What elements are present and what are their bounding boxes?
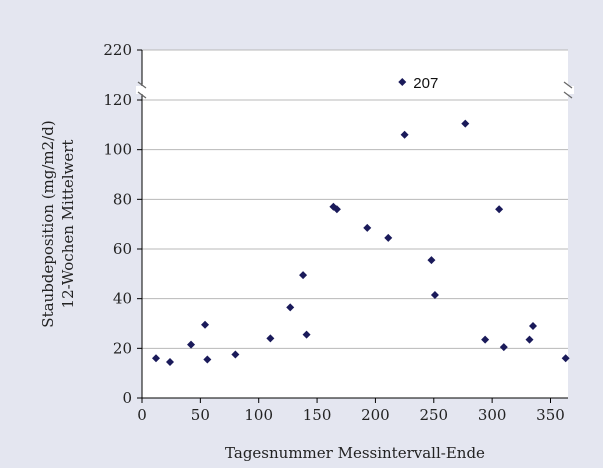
data-point-label: 207 bbox=[413, 75, 438, 92]
y-axis-break-right-mark bbox=[563, 81, 573, 89]
x-tick-label: 150 bbox=[303, 406, 332, 424]
x-tick-label: 350 bbox=[536, 406, 565, 424]
y-tick-label: 80 bbox=[113, 190, 132, 208]
y-axis-label-line-1: Staubdeposition (mg/m2/d) bbox=[39, 120, 57, 327]
data-point bbox=[266, 334, 275, 343]
y-tick-label: 60 bbox=[113, 240, 132, 258]
x-axis-label: Tagesnummer Messintervall-Ende bbox=[225, 444, 485, 462]
x-tick-label: 0 bbox=[137, 406, 147, 424]
y-axis-break-right-mark bbox=[563, 91, 573, 99]
grid-lines bbox=[142, 49, 568, 349]
y-tick-label: 100 bbox=[103, 141, 132, 159]
axis-labels: Tagesnummer Messintervall-Ende Staubdepos… bbox=[39, 120, 485, 462]
plot-area bbox=[142, 50, 568, 398]
data-point bbox=[302, 330, 311, 339]
data-point bbox=[332, 205, 341, 214]
axis-break-marks bbox=[136, 81, 574, 99]
data-point bbox=[495, 205, 504, 214]
y-axis-break-right-gap bbox=[562, 86, 574, 94]
data-point bbox=[561, 354, 570, 363]
data-point bbox=[398, 78, 407, 86]
x-tick-labels: 0 50 100 150 200 250 300 350 bbox=[137, 406, 565, 424]
data-point bbox=[499, 343, 508, 352]
x-tick-label: 250 bbox=[419, 406, 448, 424]
x-tick-label: 300 bbox=[478, 406, 507, 424]
axes bbox=[137, 49, 568, 403]
x-tick-label: 100 bbox=[244, 406, 273, 424]
data-point bbox=[299, 271, 308, 280]
y-axis-break-left-mark bbox=[137, 81, 147, 89]
data-point bbox=[528, 321, 537, 330]
data-point bbox=[203, 355, 212, 364]
y-axis-label-line-2: 12-Wochen Mittelwert bbox=[59, 140, 77, 309]
data-point bbox=[427, 256, 436, 265]
x-tick-label: 50 bbox=[191, 406, 210, 424]
y-axis-break-left-gap bbox=[136, 86, 148, 94]
y-tick-label: 40 bbox=[113, 290, 132, 308]
data-point bbox=[152, 354, 161, 363]
data-points: 207 bbox=[152, 75, 570, 366]
data-point bbox=[430, 290, 439, 299]
data-point bbox=[201, 320, 210, 329]
y-tick-label: 0 bbox=[122, 389, 132, 407]
y-tick-label: 220 bbox=[103, 41, 132, 59]
plot-background bbox=[142, 50, 568, 398]
data-point bbox=[525, 335, 534, 344]
data-point bbox=[286, 303, 295, 312]
data-point bbox=[384, 233, 393, 242]
data-point bbox=[231, 350, 240, 359]
data-point bbox=[400, 130, 409, 139]
data-point bbox=[187, 340, 196, 349]
x-tick-label: 200 bbox=[361, 406, 390, 424]
y-tick-label: 20 bbox=[113, 339, 132, 357]
data-point bbox=[461, 119, 470, 128]
data-point bbox=[481, 335, 490, 344]
data-point bbox=[363, 223, 372, 232]
data-point bbox=[166, 357, 175, 366]
y-axis-break-left-mark bbox=[137, 91, 147, 99]
y-tick-labels: 0 20 40 60 80 100 120 220 bbox=[103, 41, 132, 407]
y-tick-label: 120 bbox=[103, 91, 132, 109]
